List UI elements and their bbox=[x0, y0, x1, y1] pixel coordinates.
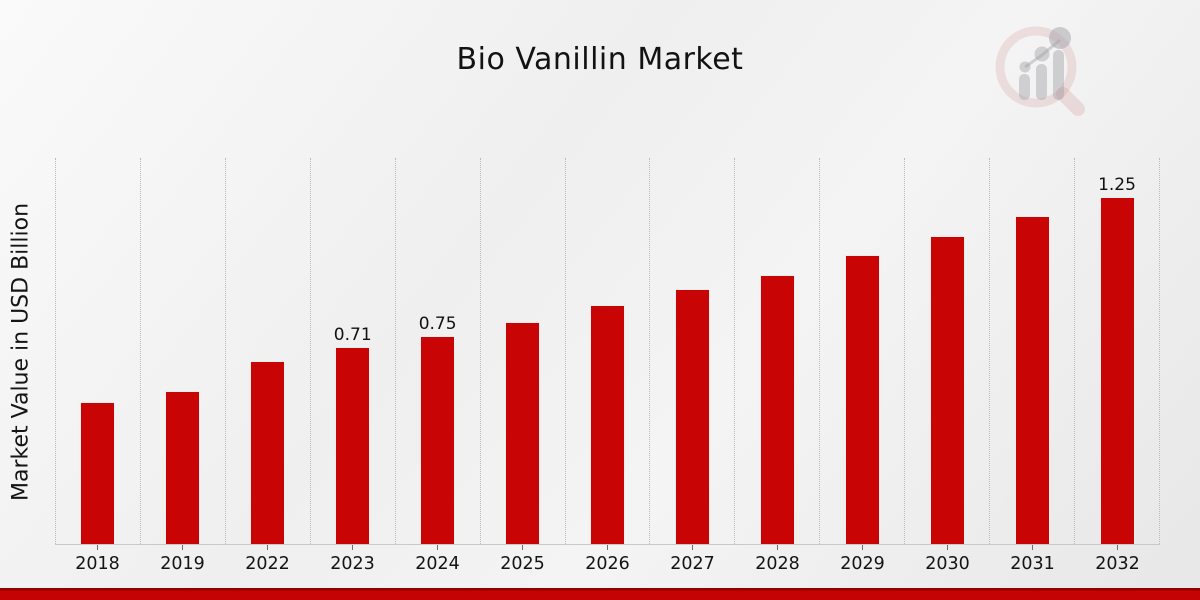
y-axis-title: Market Value in USD Billion bbox=[8, 202, 34, 501]
bar-column bbox=[479, 158, 565, 544]
x-tick-mark bbox=[182, 545, 183, 550]
x-tick-label: 2031 bbox=[1010, 554, 1055, 574]
x-axis-labels: 2018 2019 2022 2023 2024 2025 2026 2027 2028 2029… bbox=[55, 545, 1160, 574]
trend-dot-medium bbox=[1034, 46, 1050, 62]
x-tick-mark bbox=[97, 545, 98, 550]
x-axis-cell: 2028 bbox=[735, 545, 820, 574]
x-axis-cell: 2032 bbox=[1075, 545, 1160, 574]
logo-bar-1 bbox=[1019, 74, 1030, 100]
x-axis-cell: 2025 bbox=[480, 545, 565, 574]
x-tick-label: 2024 bbox=[415, 554, 460, 574]
x-axis-cell: 2018 bbox=[55, 545, 140, 574]
bar-value-label: 0.75 bbox=[418, 313, 457, 334]
bar-column bbox=[139, 158, 225, 544]
x-tick-mark bbox=[352, 545, 353, 550]
bar-2027 bbox=[674, 288, 710, 544]
bar-2024: 0.75 bbox=[419, 314, 457, 544]
bar-2025 bbox=[505, 321, 541, 544]
x-tick-label: 2027 bbox=[670, 554, 715, 574]
x-axis-cell: 2027 bbox=[650, 545, 735, 574]
x-tick-label: 2032 bbox=[1095, 554, 1140, 574]
bar-2023: 0.71 bbox=[334, 325, 372, 544]
bar-column bbox=[989, 158, 1074, 544]
bar-value-label: 1.25 bbox=[1098, 174, 1136, 195]
x-axis-cell: 2019 bbox=[140, 545, 225, 574]
x-tick-mark bbox=[947, 545, 948, 550]
x-tick-label: 2019 bbox=[160, 554, 205, 574]
x-tick-mark bbox=[522, 545, 523, 550]
page-title: Bio Vanillin Market bbox=[456, 42, 744, 77]
footer-accent-bar bbox=[0, 588, 1200, 600]
x-tick-label: 2023 bbox=[330, 554, 375, 574]
x-tick-mark bbox=[1117, 545, 1118, 550]
bar-column bbox=[55, 158, 140, 544]
x-axis-cell: 2029 bbox=[820, 545, 905, 574]
logo-bar-2 bbox=[1036, 64, 1047, 100]
logo-bar-3 bbox=[1053, 50, 1064, 100]
x-axis-cell: 2023 bbox=[310, 545, 395, 574]
x-tick-mark bbox=[692, 545, 693, 550]
x-tick-label: 2026 bbox=[585, 554, 630, 574]
bar-2022 bbox=[250, 360, 286, 544]
x-tick-label: 2018 bbox=[75, 554, 120, 574]
x-axis-cell: 2030 bbox=[905, 545, 990, 574]
bar-column bbox=[224, 158, 310, 544]
bar-2018 bbox=[80, 402, 116, 544]
x-axis-cell: 2024 bbox=[395, 545, 480, 574]
x-tick-label: 2028 bbox=[755, 554, 800, 574]
bar-column bbox=[734, 158, 819, 544]
trend-line bbox=[1024, 38, 1061, 69]
bar-column bbox=[819, 158, 904, 544]
x-tick-label: 2029 bbox=[840, 554, 885, 574]
x-axis-cell: 2022 bbox=[225, 545, 310, 574]
bar-column: 0.71 bbox=[309, 158, 395, 544]
x-axis-cell: 2031 bbox=[990, 545, 1075, 574]
bar-2028 bbox=[759, 274, 795, 544]
x-tick-mark bbox=[607, 545, 608, 550]
bar-column: 0.75 bbox=[394, 158, 480, 544]
magnifier-bar-chart-logo-icon bbox=[995, 26, 1085, 116]
bar-2032: 1.25 bbox=[1098, 175, 1136, 544]
trend-dot-small bbox=[1019, 61, 1031, 73]
bar-column bbox=[564, 158, 650, 544]
bar-column: 1.25 bbox=[1074, 158, 1160, 544]
x-tick-label: 2025 bbox=[500, 554, 545, 574]
bar-2030 bbox=[929, 235, 965, 544]
magnifier-ring bbox=[995, 26, 1077, 108]
x-tick-mark bbox=[437, 545, 438, 550]
x-tick-mark bbox=[777, 545, 778, 550]
bar-2029 bbox=[844, 255, 880, 544]
bar-2031 bbox=[1014, 216, 1050, 544]
x-tick-label: 2022 bbox=[245, 554, 290, 574]
x-tick-label: 2030 bbox=[925, 554, 970, 574]
plot-area: 0.71 0.75 1.25 bbox=[55, 158, 1160, 545]
bar-2019 bbox=[165, 391, 201, 544]
x-tick-mark bbox=[267, 545, 268, 550]
bar-column bbox=[904, 158, 989, 544]
magnifier-handle bbox=[1056, 87, 1085, 116]
x-tick-mark bbox=[1032, 545, 1033, 550]
trend-dot-large bbox=[1049, 27, 1071, 49]
x-tick-mark bbox=[862, 545, 863, 550]
x-axis-cell: 2026 bbox=[565, 545, 650, 574]
bar-2026 bbox=[589, 305, 625, 544]
bar-value-label: 0.71 bbox=[333, 324, 372, 345]
bar-column bbox=[649, 158, 734, 544]
